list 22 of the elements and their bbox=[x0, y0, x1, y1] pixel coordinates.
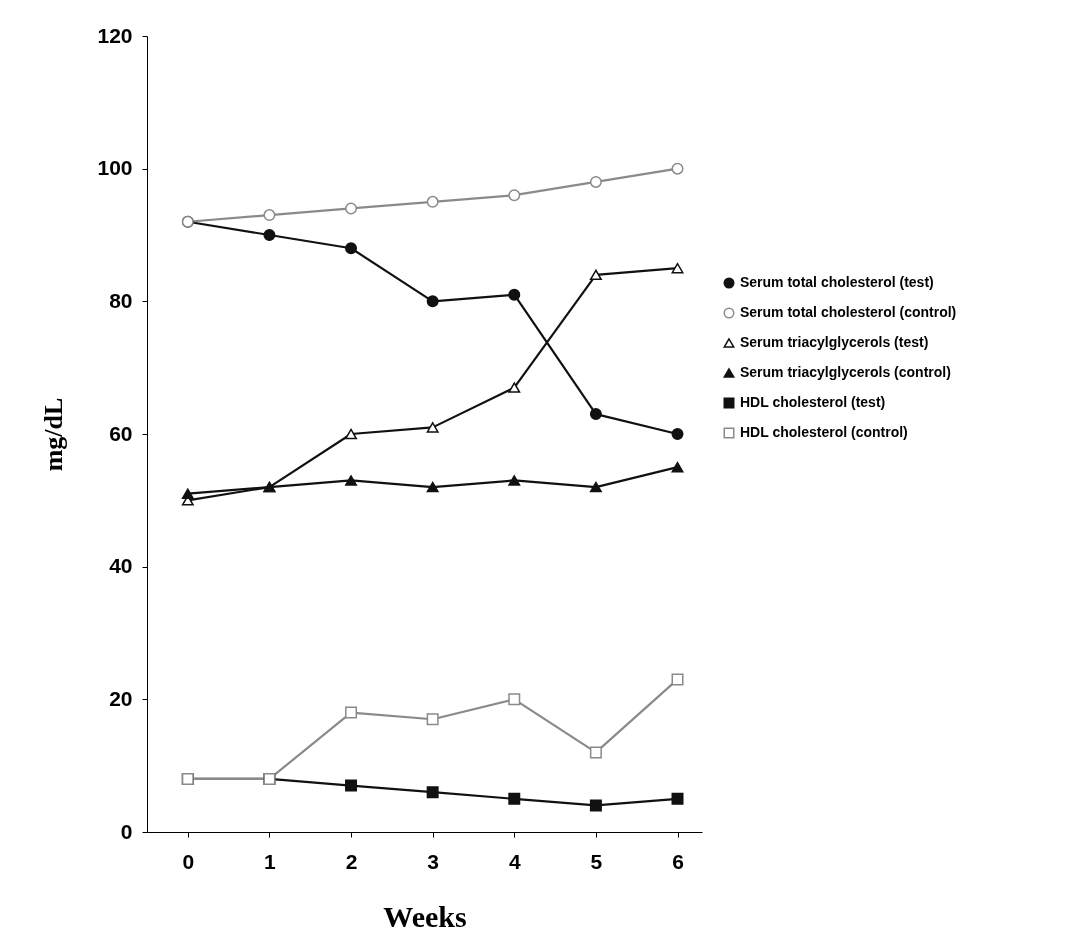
x-axis-title: Weeks bbox=[383, 899, 467, 933]
y-tick-label: 120 bbox=[97, 23, 133, 47]
x-tick-label: 6 bbox=[672, 849, 684, 873]
y-tick-label: 40 bbox=[109, 554, 133, 578]
x-tick-label: 5 bbox=[590, 849, 603, 873]
y-tick-label: 80 bbox=[109, 288, 133, 312]
y-axis-title: mg/dL bbox=[39, 397, 69, 472]
legend-label: Serum total cholesterol (control) bbox=[740, 304, 957, 320]
legend-label: Serum triacylglycerols (test) bbox=[740, 334, 929, 350]
legend-label: HDL cholesterol (test) bbox=[740, 394, 886, 410]
y-tick-label: 100 bbox=[97, 156, 133, 180]
y-tick-label: 0 bbox=[120, 819, 133, 843]
legend-label: Serum triacylglycerols (control) bbox=[740, 364, 951, 380]
x-tick-label: 2 bbox=[345, 849, 358, 873]
x-tick-label: 3 bbox=[427, 849, 440, 873]
x-tick-label: 0 bbox=[182, 849, 195, 873]
y-tick-label: 60 bbox=[109, 421, 133, 445]
x-tick-label: 4 bbox=[508, 849, 521, 873]
x-tick-label: 1 bbox=[264, 849, 277, 873]
y-tick-label: 20 bbox=[109, 686, 133, 710]
legend-label: Serum total cholesterol (test) bbox=[740, 274, 934, 290]
legend-label: HDL cholesterol (control) bbox=[740, 424, 908, 440]
